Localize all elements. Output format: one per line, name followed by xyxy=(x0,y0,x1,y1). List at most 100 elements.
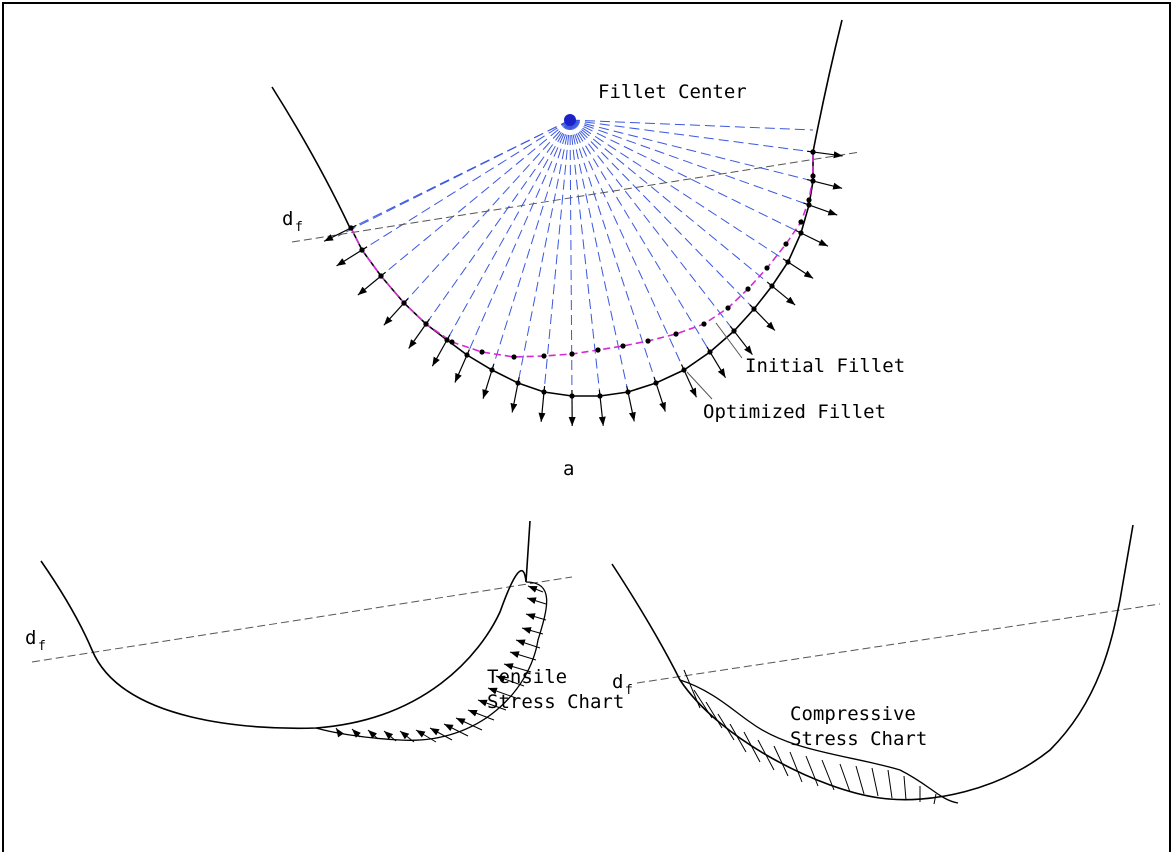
center-ray xyxy=(569,119,755,310)
tensile-hatch-line xyxy=(367,729,379,740)
initial-node xyxy=(595,347,601,353)
tensile-hatch-line xyxy=(525,613,547,621)
center-ray xyxy=(569,119,789,263)
compressive-hatch-line xyxy=(693,689,713,719)
panel-a-label: a xyxy=(563,458,574,480)
optimized-node xyxy=(569,393,575,399)
df-symbol-b: d xyxy=(25,627,36,649)
initial-node xyxy=(348,225,354,231)
optimized-node xyxy=(785,259,791,265)
fillet-curve-c xyxy=(611,524,1134,801)
compressive-hatch-line xyxy=(855,765,865,795)
initial-node xyxy=(764,265,770,271)
tensile-hatch-line xyxy=(455,717,483,731)
tensile-hatch-line xyxy=(526,597,547,605)
initial-node xyxy=(569,351,575,357)
optimized-node xyxy=(769,283,775,289)
tensile-hatch-line xyxy=(335,727,344,738)
df-line-a xyxy=(291,151,861,243)
panel-c: Compressive Stress Chart d f xyxy=(611,524,1161,805)
optimized-node xyxy=(731,328,737,334)
center-ray xyxy=(361,119,571,251)
panel-a: Fillet Center Initial Fillet Optimized F… xyxy=(271,19,905,480)
initial-node xyxy=(701,321,707,327)
df-symbol-a: d xyxy=(282,208,293,230)
initial-fillet-curve xyxy=(350,152,814,358)
compressive-hatch-line xyxy=(773,745,789,777)
center-ray xyxy=(543,119,571,393)
fillet-normal-arrows xyxy=(323,150,843,427)
optimized-node xyxy=(707,349,713,355)
tensile-hatch-line xyxy=(415,729,437,743)
optimized-node xyxy=(444,337,450,343)
compressive-hatch-line xyxy=(887,769,893,799)
center-ray xyxy=(569,119,711,353)
compressive-hatch-line xyxy=(717,713,735,741)
panel-b: Tensile Stress Chart d f xyxy=(25,520,624,743)
initial-node xyxy=(378,273,384,279)
center-ray xyxy=(569,119,814,131)
initial-node xyxy=(810,149,816,155)
left-flank-a xyxy=(271,86,351,229)
center-ray xyxy=(517,119,571,384)
fillet-center-label: Fillet Center xyxy=(598,81,747,103)
optimized-node xyxy=(515,380,521,386)
optimized-node xyxy=(464,352,470,358)
df-symbol-c: d xyxy=(612,671,623,693)
initial-node xyxy=(359,247,365,253)
initial-node xyxy=(511,354,517,360)
initial-node xyxy=(479,349,485,355)
df-subscript-a: f xyxy=(295,220,303,235)
center-ray xyxy=(569,119,657,384)
optimized-node xyxy=(625,389,631,395)
tensile-hatch-line xyxy=(527,585,544,593)
tensile-hatch-line xyxy=(495,675,525,687)
tensile-hatch-line xyxy=(351,728,361,738)
center-ray xyxy=(569,119,773,287)
right-flank-a xyxy=(812,19,843,153)
optimized-node xyxy=(597,393,603,399)
center-ray xyxy=(466,119,571,356)
compressive-hatch-line xyxy=(805,755,819,787)
initial-node xyxy=(401,300,407,306)
df-subscript-c: f xyxy=(625,683,633,698)
initial-node xyxy=(673,331,679,337)
compressive-hatch-line xyxy=(789,751,803,783)
tensile-hatch-line xyxy=(467,709,495,721)
df-line-c xyxy=(636,603,1161,684)
center-ray xyxy=(569,119,814,182)
optimized-node xyxy=(751,306,757,312)
compressive-hatch-line xyxy=(903,775,907,801)
compressive-stress-hatch xyxy=(683,669,937,805)
compressive-hatch-line xyxy=(683,669,701,709)
initial-node xyxy=(725,305,731,311)
optimized-node xyxy=(810,178,816,184)
compressive-hatch-line xyxy=(821,759,835,791)
optimized-fillet-curve xyxy=(350,152,814,397)
compressive-hatch-line xyxy=(933,793,937,805)
optimized-node xyxy=(653,380,659,386)
optimized-node xyxy=(798,230,804,236)
optimized-node xyxy=(806,202,812,208)
initial-node xyxy=(645,338,651,344)
df-subscript-b: f xyxy=(38,639,46,654)
initial-node xyxy=(541,353,547,359)
tensile-hatch-line xyxy=(429,727,453,741)
compressive-hatch-line xyxy=(757,739,775,771)
compressive-hatch-line xyxy=(705,701,723,729)
initial-node xyxy=(798,219,804,225)
optimized-node xyxy=(541,389,547,395)
tensile-stress-envelope xyxy=(315,581,548,741)
tensile-hatch-line xyxy=(515,639,541,649)
tensile-hatch-line xyxy=(521,627,544,635)
center-ray xyxy=(446,119,571,341)
compressive-hatch-line xyxy=(743,731,761,763)
optimized-fillet-leader xyxy=(686,371,713,400)
initial-fillet-label: Initial Fillet xyxy=(745,355,905,377)
initial-node xyxy=(783,241,789,247)
initial-node xyxy=(810,173,816,179)
center-ray xyxy=(350,119,571,229)
